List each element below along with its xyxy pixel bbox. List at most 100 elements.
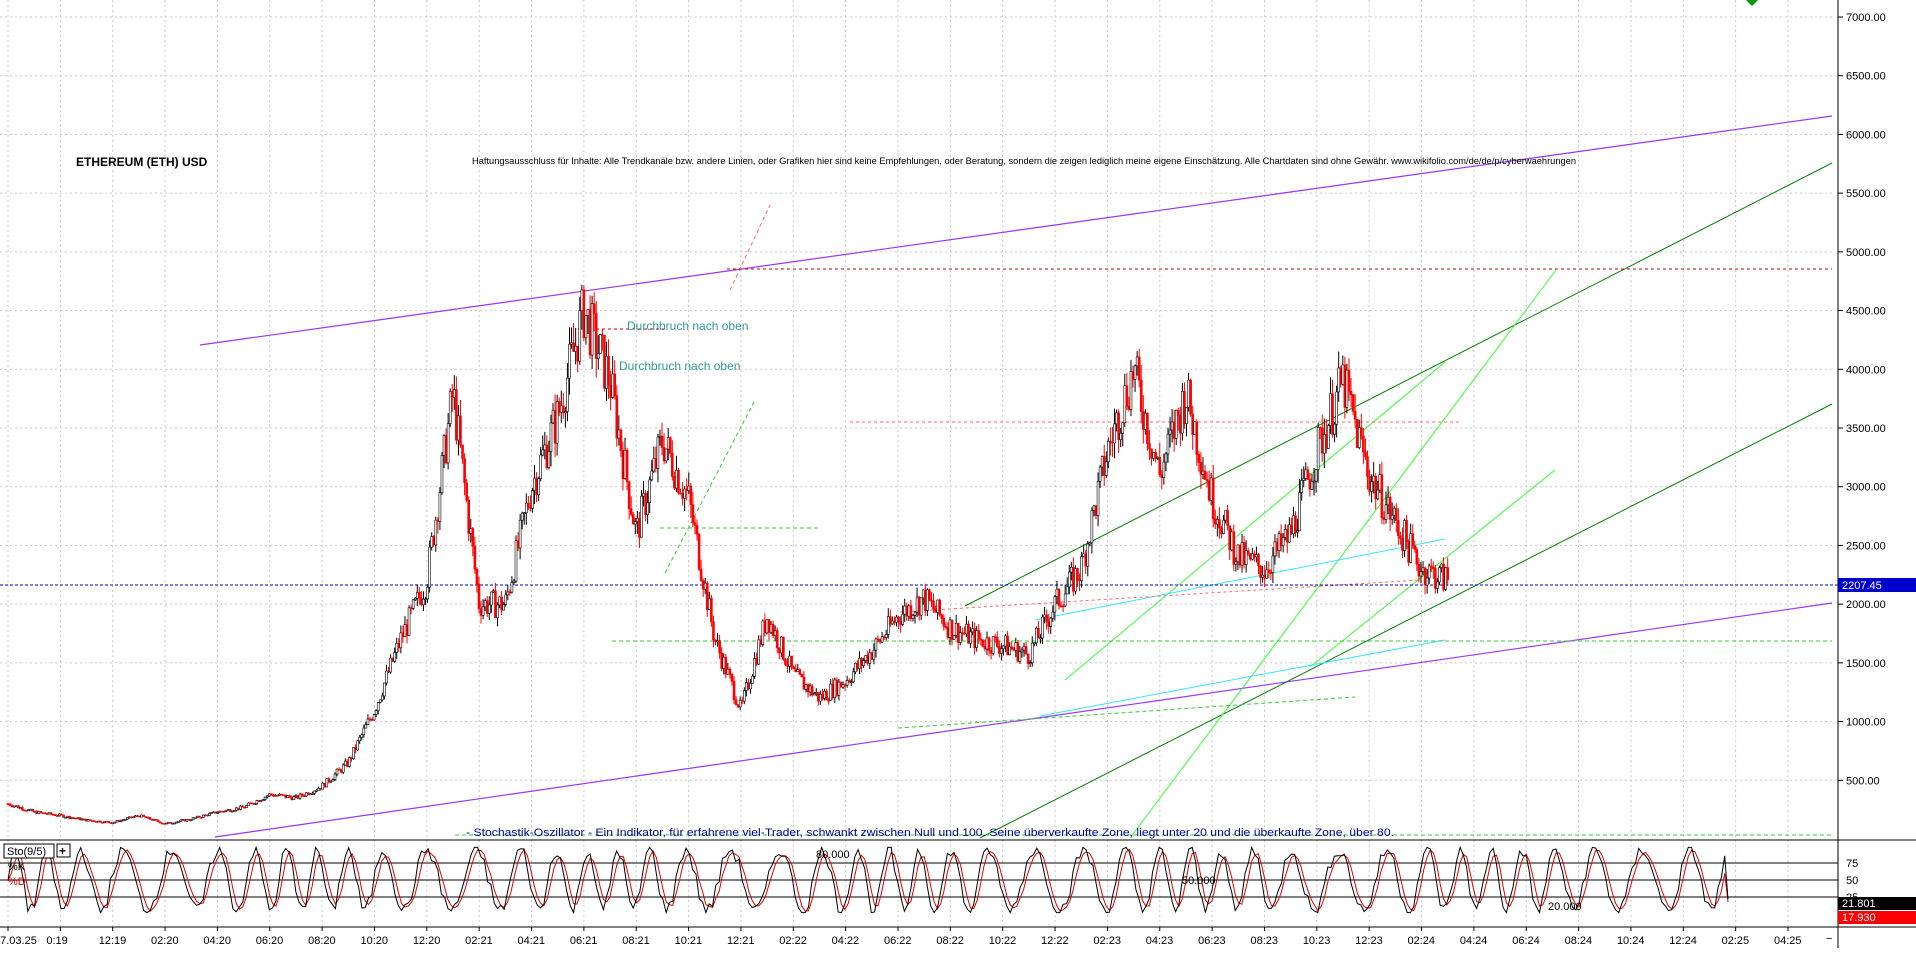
candle-body [1164, 453, 1168, 463]
x-tick-label: 10:20 [360, 935, 388, 947]
candle-body [1376, 489, 1380, 500]
candle-body [993, 636, 997, 638]
candle-body [833, 679, 837, 699]
candle-body [1333, 423, 1336, 435]
candle-body [911, 615, 915, 619]
candle-body [586, 309, 590, 316]
candle-body [831, 683, 835, 699]
candle-body [1425, 577, 1429, 586]
candle-body [860, 657, 863, 666]
candle-body [535, 477, 538, 496]
candle-body [321, 782, 324, 790]
candle-body [387, 670, 390, 673]
candle-body [1205, 479, 1209, 482]
candle-body [749, 682, 752, 690]
candle-body [432, 536, 436, 546]
dashed-resistance-red [899, 579, 1421, 613]
candle-body [216, 812, 220, 814]
candle-body [969, 631, 972, 644]
candle-body [1187, 379, 1190, 408]
candle-body [971, 628, 974, 633]
candle-body [722, 656, 726, 669]
candle-body [773, 630, 777, 636]
y-tick-label: 2500.00 [1846, 540, 1886, 552]
candle-body [673, 476, 676, 489]
candle-body [757, 639, 761, 665]
candle-body [344, 760, 347, 766]
candle-body [533, 477, 536, 491]
candle-body [84, 818, 88, 822]
candle-body [1102, 456, 1106, 476]
candle-body [599, 334, 602, 354]
candle-body [574, 345, 577, 352]
candle-body [1314, 469, 1318, 482]
candle-body [874, 638, 878, 651]
candle-body [1244, 550, 1248, 565]
candle-body [148, 816, 152, 820]
candle-body [1329, 393, 1332, 426]
candle-body [1405, 520, 1408, 542]
x-tick-label: 06:22 [884, 935, 912, 947]
candle-body [907, 605, 911, 617]
candle-body [35, 810, 39, 814]
candle-body [736, 704, 740, 708]
candle-body [570, 342, 573, 345]
candle-body [142, 814, 146, 817]
candle-body [10, 805, 14, 808]
candle-body [267, 793, 271, 797]
candle-body [171, 822, 174, 825]
candle-body [732, 680, 736, 701]
candle-body [923, 589, 927, 611]
stochastic-expand-button[interactable] [56, 843, 71, 858]
candle-body [1397, 520, 1400, 537]
candle-body [1323, 434, 1326, 454]
candle-body [547, 451, 551, 469]
candle-body [82, 818, 86, 821]
candle-body [1030, 642, 1034, 663]
candle-body [1279, 533, 1283, 547]
candle-body [43, 812, 47, 815]
candle-body [109, 822, 113, 824]
horizontal-gridlines [0, 16, 1832, 781]
candle-body [716, 640, 719, 643]
candle-body [1146, 412, 1149, 444]
candle-body [763, 620, 767, 634]
y-tick-label: 6500.00 [1846, 71, 1886, 83]
candle-body [282, 794, 285, 797]
candle-body [961, 632, 964, 634]
candle-body [658, 435, 662, 438]
candle-body [508, 591, 512, 594]
candle-body [1150, 448, 1153, 459]
candle-body [1065, 586, 1069, 595]
candle-body [650, 470, 654, 481]
candle-body [613, 373, 617, 397]
candle-body [819, 693, 822, 702]
candle-body [1129, 371, 1133, 410]
candle-body [352, 747, 355, 760]
stochastic-k-badge [1838, 897, 1916, 910]
candle-body [1259, 565, 1262, 578]
candle-body [450, 391, 454, 398]
candle-body [1407, 541, 1410, 563]
candle-body [798, 669, 802, 675]
candle-body [1304, 469, 1308, 479]
candle-body [668, 437, 672, 454]
candle-body [185, 818, 189, 822]
candle-body [1107, 441, 1110, 463]
x-tick-label: 10:21 [675, 935, 703, 947]
candle-body [232, 810, 236, 812]
candle-body [8, 803, 12, 806]
candle-body [1444, 567, 1447, 590]
scroll-arrow-icon[interactable]: − [1826, 933, 1832, 945]
candle-body [1341, 364, 1345, 385]
candle-body [958, 632, 962, 643]
candle-body [730, 674, 734, 682]
candle-body [1119, 433, 1122, 440]
candle-body [1088, 542, 1092, 545]
candle-body [401, 632, 405, 638]
candle-body [385, 670, 388, 684]
candle-body [1306, 469, 1310, 480]
candle-body [1216, 519, 1219, 525]
candle-body [708, 598, 711, 610]
candle-body [884, 634, 888, 638]
